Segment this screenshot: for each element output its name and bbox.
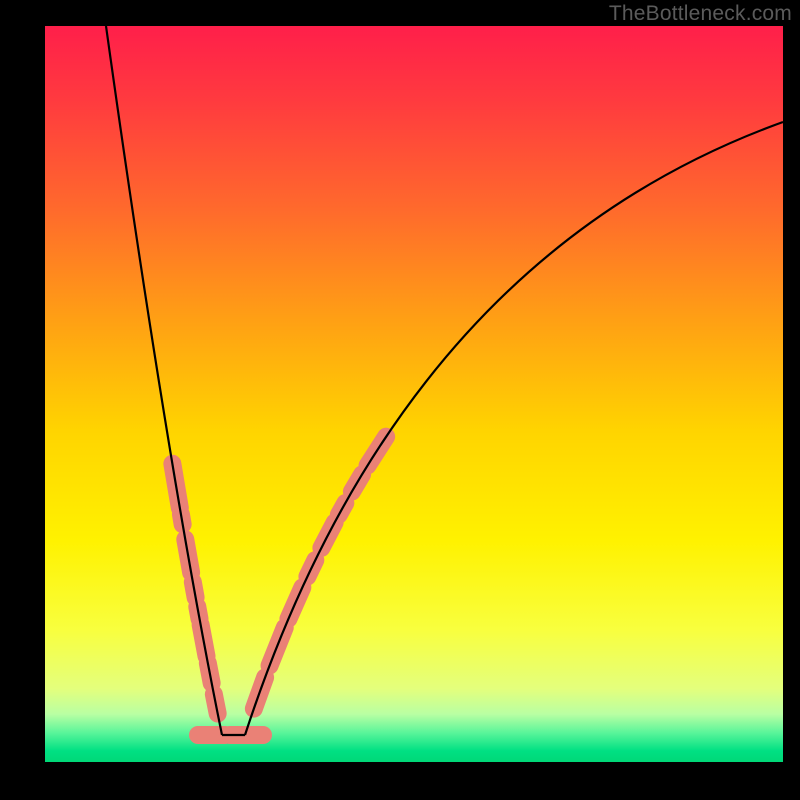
chart-stage: TheBottleneck.com	[0, 0, 800, 800]
watermark-text: TheBottleneck.com	[609, 2, 792, 26]
chart-svg	[0, 0, 800, 800]
gradient-background	[45, 26, 783, 762]
